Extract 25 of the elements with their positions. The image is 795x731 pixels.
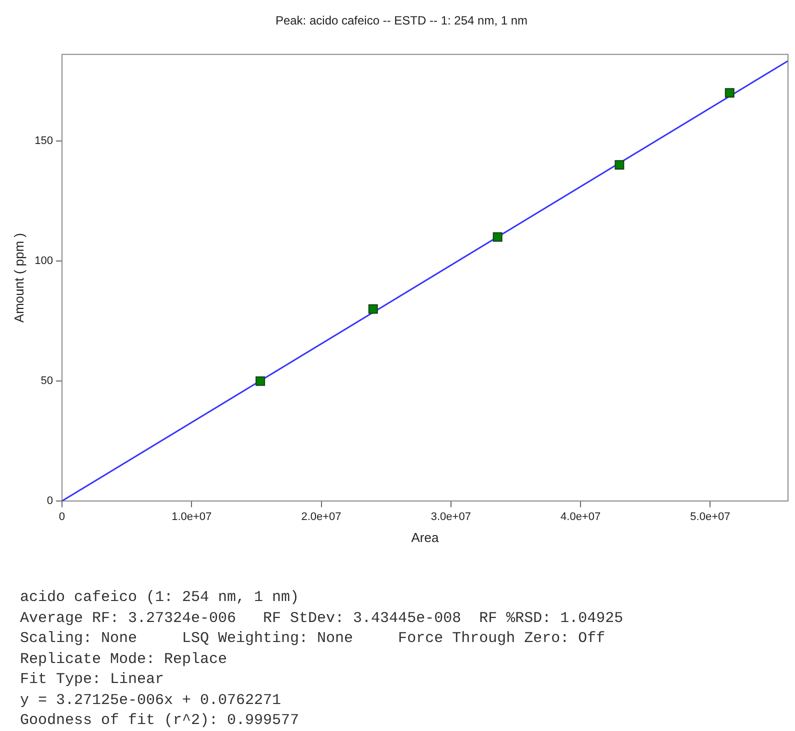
y-axis-title: Amount ( ppm ) — [11, 233, 26, 323]
text: y = 3.27125e-006x + 0.0762271 — [20, 690, 282, 710]
y-tick-label: 150 — [34, 134, 53, 147]
text: Fit Type: Linear — [20, 670, 166, 690]
y-tick-label: 100 — [34, 255, 53, 268]
point — [614, 160, 624, 170]
text: Replicate Mode: Replace — [20, 650, 228, 670]
text: Goodness of fit (r^2): 0.999577 — [20, 711, 300, 731]
x-tick-label: 0 — [58, 510, 66, 523]
x-tick-label: 1.0e+07 — [172, 510, 212, 523]
point — [368, 304, 378, 314]
chart-title: Peak: acido cafeico -- ESTD -- 1: 254 nm, 1 nm — [275, 14, 528, 28]
x-axis-title: Area — [411, 530, 440, 545]
x-tick-label: 5.0e+07 — [690, 510, 730, 523]
point — [492, 232, 502, 242]
x-tick-label: 4.0e+07 — [560, 510, 601, 523]
x-tick-label: 3.0e+07 — [430, 510, 471, 523]
text: Average RF: 3.27324e-006 RF StDev: 3.43445e-008 RF %RSD: 1.04925 — [20, 608, 624, 628]
text: Scaling: None LSQ Weighting: None Force Through Zero: Off — [20, 629, 606, 649]
point — [256, 376, 266, 386]
point — [724, 88, 734, 98]
x-tick-label: 2.0e+07 — [301, 510, 342, 523]
text: acido cafeico (1: 254 nm, 1 nm) — [20, 588, 300, 608]
y-tick-label: 50 — [40, 375, 53, 388]
y-tick-label: 0 — [46, 495, 53, 508]
